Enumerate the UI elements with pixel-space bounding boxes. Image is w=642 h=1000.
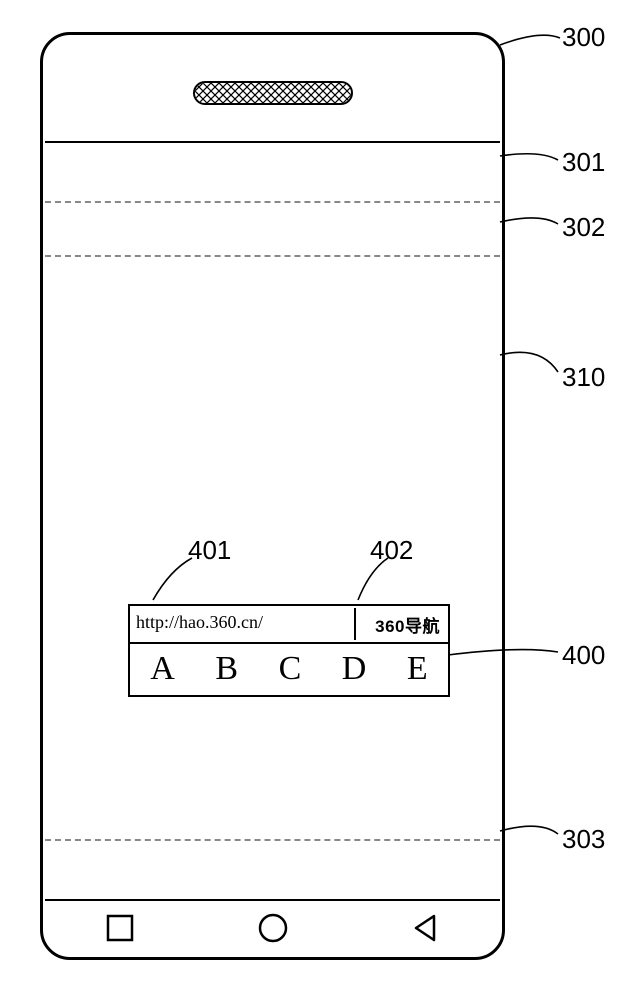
status-bar-divider xyxy=(45,201,500,203)
candidate-key[interactable]: E xyxy=(407,650,428,688)
input-panel: http://hao.360.cn/ 360导航 A B C D E xyxy=(128,604,450,697)
toolbar-divider xyxy=(45,255,500,257)
phone-body: http://hao.360.cn/ 360导航 A B C D E xyxy=(40,32,505,960)
screen-bottom-border xyxy=(45,899,500,901)
android-navbar xyxy=(43,905,502,951)
panel-top-row: http://hao.360.cn/ 360导航 xyxy=(130,606,448,642)
panel-letter-row: A B C D E xyxy=(130,642,448,695)
recent-apps-icon[interactable] xyxy=(102,910,138,946)
url-text[interactable]: http://hao.360.cn/ xyxy=(136,612,263,633)
callout-302: 302 xyxy=(562,212,605,243)
site-logo-text: 360导航 xyxy=(375,612,440,637)
back-icon[interactable] xyxy=(408,910,444,946)
callout-301: 301 xyxy=(562,147,605,178)
callout-303: 303 xyxy=(562,824,605,855)
callout-400: 400 xyxy=(562,640,605,671)
screen-top-border xyxy=(45,141,500,143)
speaker-grill xyxy=(193,81,353,105)
callout-401: 401 xyxy=(188,535,231,566)
candidate-key[interactable]: D xyxy=(342,650,367,688)
panel-divider xyxy=(354,608,356,640)
callout-310: 310 xyxy=(562,362,605,393)
home-icon[interactable] xyxy=(255,910,291,946)
bottom-bar-divider xyxy=(45,839,500,841)
callout-402: 402 xyxy=(370,535,413,566)
candidate-key[interactable]: B xyxy=(215,650,238,688)
callout-300: 300 xyxy=(562,22,605,53)
candidate-key[interactable]: C xyxy=(279,650,302,688)
candidate-key[interactable]: A xyxy=(150,650,175,688)
